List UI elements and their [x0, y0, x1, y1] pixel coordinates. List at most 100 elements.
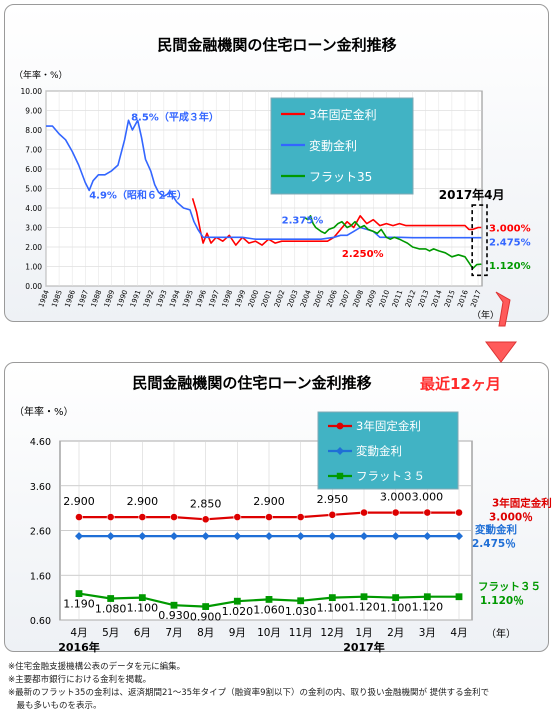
- end-series-label: フラット３５: [478, 581, 541, 593]
- y-unit-label: （年率・%）: [14, 69, 68, 81]
- data-label: 0.930: [158, 609, 190, 622]
- footnote: ※主要都市銀行における金利を掲載。: [8, 675, 152, 685]
- x-tick-label: 11月: [289, 627, 313, 639]
- data-point: [360, 593, 368, 601]
- end-series-label: 変動金利: [475, 523, 517, 536]
- x-tick-label: 12月: [320, 627, 344, 639]
- y-tick-label: 4.00: [25, 204, 42, 213]
- data-label: 3.000: [412, 491, 444, 504]
- latest-highlight-box: [471, 204, 488, 277]
- annotation-label: 2.250%: [342, 249, 384, 260]
- legend-label: 3年固定金利: [356, 419, 421, 433]
- series-line: [46, 119, 482, 240]
- data-label: 3.000: [380, 491, 412, 504]
- connector-arrow-shaft: [495, 291, 511, 327]
- data-point: [202, 603, 210, 610]
- data-label: 1.060: [253, 603, 285, 616]
- data-point: [138, 513, 147, 521]
- footnotes: ※住宅金融支援機構公表のデータを元に編集。 ※主要都市銀行における金利を掲載。 …: [8, 661, 548, 713]
- data-point: [423, 508, 432, 517]
- y-tick-label: 2.00: [25, 243, 42, 252]
- data-point: [75, 532, 83, 541]
- annotation-label: 4.9%（昭和６２年）: [89, 188, 187, 201]
- data-point: [423, 593, 431, 601]
- data-point: [170, 532, 178, 541]
- data-point: [138, 532, 147, 541]
- recent-12-months-chart: 民間金融機関の住宅ローン金利推移 最近12ヶ月 （年率・%） （年） 0.60 1.60 2…: [14, 341, 552, 654]
- data-label: 1.120: [412, 601, 444, 614]
- data-point: [455, 508, 463, 517]
- end-value-label: 2.475％: [472, 538, 516, 550]
- data-label: 1.020: [222, 605, 254, 618]
- data-point: [233, 597, 241, 605]
- data-point: [392, 594, 400, 602]
- legend-label: 変動金利: [309, 138, 357, 153]
- end-series-label: 3年固定金利: [492, 496, 552, 509]
- footnote: ※最新のフラット35の金利は、返済期間21～35年タイプ（融資率9割以下）の金利…: [8, 688, 490, 698]
- data-point: [360, 508, 368, 517]
- legend-marker: [336, 447, 344, 455]
- data-point: [328, 510, 337, 519]
- end-value-label: 1.120％: [480, 595, 524, 607]
- data-point: [201, 515, 210, 524]
- legend-marker: [336, 472, 344, 480]
- data-label: 1.120: [348, 601, 380, 614]
- x-unit-label: （年）: [486, 627, 516, 640]
- data-point: [265, 596, 273, 603]
- data-label: 1.190: [63, 598, 95, 611]
- y-tick-label: 8.00: [25, 126, 42, 135]
- end-value-label: 2.475%: [489, 238, 531, 249]
- data-label: 1.100: [380, 602, 412, 615]
- y-tick-label: 3.60: [30, 482, 51, 493]
- chart-title: 民間金融機関の住宅ローン金利推移: [157, 36, 396, 54]
- end-value-label: 1.120%: [489, 261, 531, 272]
- y-tick-label: 0.00: [25, 282, 42, 291]
- data-point: [455, 532, 463, 541]
- data-point: [328, 594, 336, 602]
- data-point: [170, 601, 178, 609]
- connector-arrowhead: [485, 341, 517, 363]
- x-tick-label: 10月: [257, 627, 281, 639]
- x-tick-label: 3月: [419, 627, 436, 639]
- y-tick-label: 4.60: [30, 437, 51, 448]
- x-tick-label: 5月: [102, 627, 119, 639]
- y-tick-label: 0.60: [30, 616, 51, 627]
- data-point: [265, 513, 273, 521]
- data-point: [296, 532, 305, 541]
- data-point: [423, 532, 432, 541]
- chart-title: 民間金融機関の住宅ローン金利推移: [132, 374, 371, 392]
- y-tick-label: 1.60: [30, 571, 51, 582]
- data-label: 1.080: [95, 603, 127, 616]
- x-tick-label: 8月: [197, 627, 214, 639]
- y-tick-label: 10.00: [21, 87, 43, 96]
- data-label: 1.100: [127, 602, 159, 615]
- year-label: 2016年: [58, 640, 100, 654]
- legend-label: 3年固定金利: [309, 107, 377, 122]
- data-point: [75, 513, 83, 521]
- y-tick-label: 9.00: [25, 107, 42, 116]
- data-label: 2.850: [190, 497, 222, 510]
- data-point: [138, 594, 146, 602]
- legend-marker: [336, 422, 344, 430]
- y-tick-label: 5.00: [25, 185, 42, 194]
- legend-label: 変動金利: [356, 444, 402, 458]
- data-point: [296, 513, 305, 521]
- legend-label: フラット35: [309, 170, 372, 184]
- x-tick-label: 1月: [355, 627, 372, 639]
- data-point: [360, 532, 368, 541]
- data-point: [201, 532, 210, 541]
- highlight-label: 最近12ヶ月: [420, 375, 501, 393]
- end-value-label: 3.000%: [489, 224, 531, 235]
- x-unit-label: （年）: [472, 309, 499, 321]
- x-tick-label: 9月: [229, 627, 246, 639]
- y-tick-label: 1.00: [25, 263, 42, 272]
- x-tick-label: 4月: [450, 627, 467, 639]
- data-label: 2.900: [127, 495, 159, 508]
- x-tick-label: 7月: [165, 627, 182, 639]
- data-point: [233, 532, 242, 541]
- series-line: [304, 215, 482, 270]
- y-tick-label: 6.00: [25, 165, 42, 174]
- x-tick-label: 4月: [70, 627, 87, 639]
- x-tick-label: 2月: [387, 627, 404, 639]
- y-unit-label: （年率・%）: [14, 405, 74, 418]
